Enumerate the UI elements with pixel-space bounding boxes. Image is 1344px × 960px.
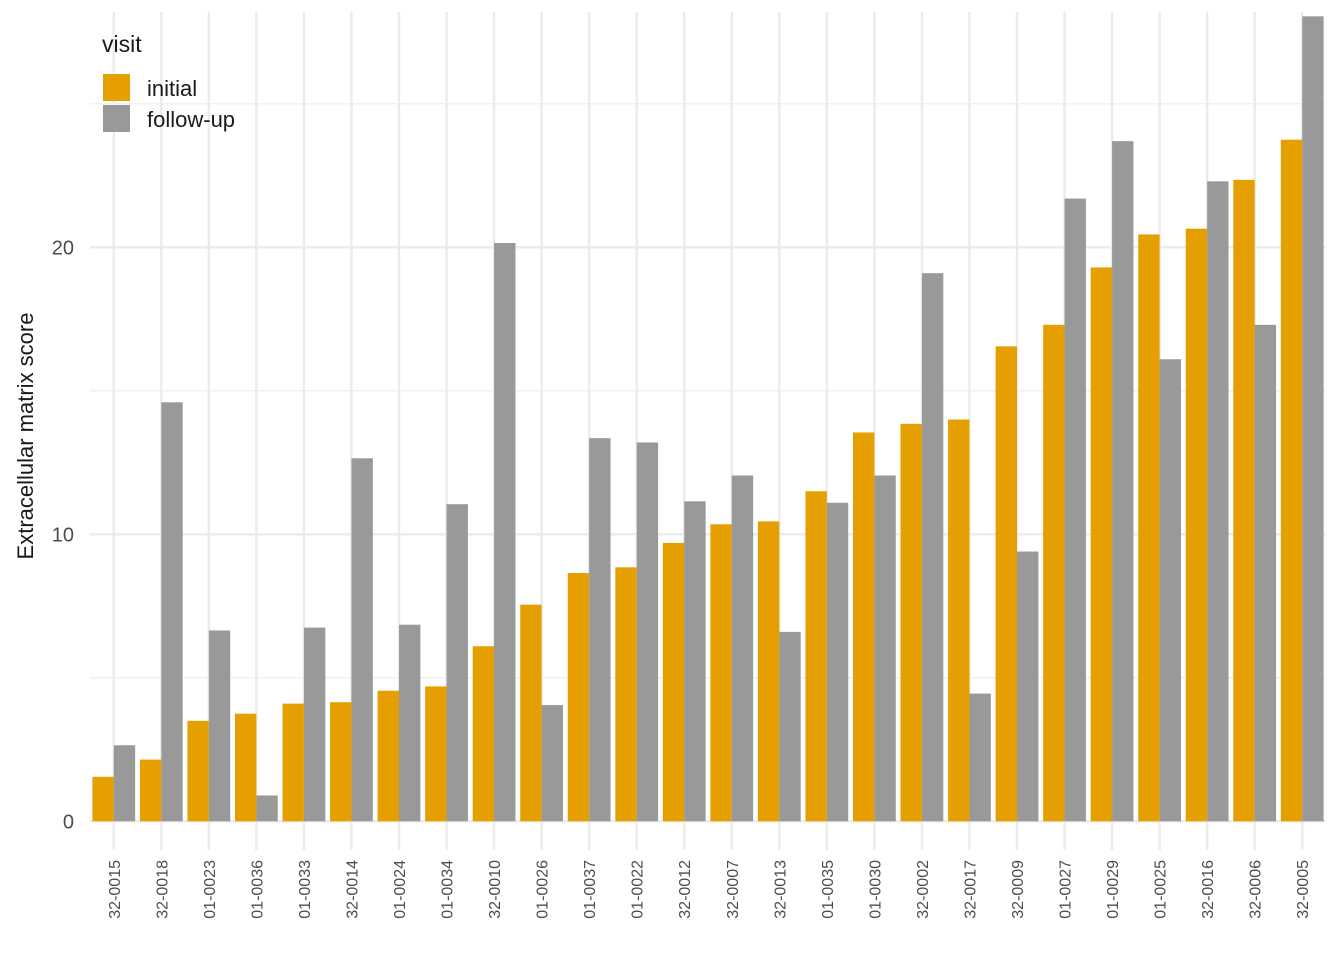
bar-follow-up-01-0036 (256, 795, 278, 822)
bars (92, 16, 1324, 822)
legend-title: visit (102, 31, 142, 57)
bar-follow-up-32-0017 (969, 693, 991, 822)
bar-follow-up-01-0027 (1064, 198, 1086, 822)
legend-swatch-initial (103, 74, 130, 101)
bar-follow-up-01-0029 (1112, 141, 1134, 822)
x-tick-label: 01-0037 (582, 860, 599, 919)
bar-initial-01-0034 (425, 686, 447, 822)
bar-initial-01-0036 (234, 713, 257, 822)
bar-initial-32-0016 (1185, 228, 1208, 822)
bar-follow-up-01-0022 (636, 442, 659, 822)
x-tick-label: 32-0002 (915, 860, 932, 919)
bar-follow-up-32-0007 (731, 475, 754, 822)
bar-follow-up-01-0034 (446, 504, 468, 822)
bar-initial-32-0013 (757, 521, 780, 822)
x-tick-label: 32-0018 (154, 860, 171, 919)
bar-follow-up-01-0030 (874, 475, 896, 822)
bar-follow-up-01-0023 (208, 630, 231, 822)
y-axis-label: Extracellular matrix score (13, 313, 38, 560)
y-tick-label: 0 (63, 811, 74, 833)
bar-follow-up-32-0002 (921, 273, 944, 822)
x-tick-label: 32-0010 (487, 860, 504, 919)
bar-initial-01-0026 (520, 604, 542, 822)
x-axis-ticks: 32-0015 32-0018 01-0023 01-0036 01-0033 32-00… (107, 860, 1312, 919)
bar-follow-up-32-0016 (1207, 181, 1229, 822)
x-tick-label: 01-0030 (867, 860, 884, 919)
bar-follow-up-32-0010 (494, 243, 516, 822)
y-tick-label: 10 (52, 524, 74, 546)
bar-follow-up-32-0012 (684, 501, 706, 822)
bar-initial-01-0025 (1138, 234, 1160, 822)
bar-initial-01-0033 (282, 703, 304, 822)
bar-follow-up-32-0005 (1302, 16, 1324, 822)
bar-follow-up-01-0026 (541, 705, 564, 822)
bar-initial-32-0006 (1233, 179, 1255, 822)
bar-initial-32-0017 (948, 419, 970, 822)
bar-initial-01-0027 (1043, 324, 1065, 822)
x-tick-label: 32-0005 (1295, 860, 1312, 919)
bar-initial-01-0023 (187, 720, 209, 822)
bar-initial-01-0022 (615, 567, 637, 822)
legend-label-initial: initial (147, 76, 197, 101)
x-tick-label: 01-0026 (535, 860, 552, 919)
bar-initial-32-0018 (139, 759, 162, 822)
bar-follow-up-32-0018 (161, 402, 183, 822)
bar-follow-up-32-0006 (1254, 324, 1277, 822)
bar-initial-01-0024 (377, 690, 399, 822)
x-tick-label: 32-0013 (772, 860, 789, 919)
x-tick-label: 01-0022 (630, 860, 647, 919)
bar-follow-up-01-0033 (303, 627, 326, 822)
x-tick-label: 01-0023 (202, 860, 219, 919)
bar-initial-32-0015 (92, 776, 114, 822)
x-tick-label: 01-0025 (1153, 860, 1170, 919)
bar-initial-32-0014 (330, 702, 352, 822)
x-tick-label: 32-0017 (962, 860, 979, 919)
x-tick-label: 01-0035 (820, 860, 837, 919)
x-tick-label: 01-0034 (440, 860, 457, 919)
bar-initial-01-0035 (805, 491, 827, 822)
x-tick-label: 01-0029 (1105, 860, 1122, 919)
x-tick-label: 32-0006 (1248, 860, 1265, 919)
bar-follow-up-01-0035 (826, 502, 849, 822)
bar-follow-up-32-0014 (351, 458, 373, 822)
x-tick-label: 01-0036 (249, 860, 266, 919)
x-tick-label: 32-0016 (1200, 860, 1217, 919)
bar-initial-32-0002 (900, 423, 922, 822)
legend-swatch-follow-up (103, 105, 130, 132)
bar-initial-01-0030 (852, 432, 875, 822)
x-tick-label: 32-0015 (107, 860, 124, 919)
x-tick-label: 01-0033 (297, 860, 314, 919)
bar-initial-32-0010 (472, 646, 495, 822)
bar-initial-32-0005 (1280, 139, 1303, 822)
x-tick-label: 32-0014 (344, 860, 361, 919)
x-tick-label: 01-0024 (392, 860, 409, 919)
bar-follow-up-32-0015 (113, 745, 136, 822)
legend: visit initial follow-up (102, 31, 235, 132)
bar-initial-01-0037 (567, 573, 590, 822)
bar-initial-32-0009 (995, 346, 1017, 822)
bar-follow-up-32-0009 (1017, 551, 1039, 822)
bar-follow-up-32-0013 (779, 631, 801, 822)
bar-follow-up-01-0024 (399, 624, 421, 822)
y-tick-label: 20 (52, 237, 74, 259)
y-axis-ticks: 0 10 20 (52, 237, 74, 833)
bar-follow-up-01-0025 (1159, 359, 1182, 822)
x-tick-label: 32-0012 (677, 860, 694, 919)
bar-follow-up-01-0037 (589, 438, 611, 822)
x-tick-label: 01-0027 (1058, 860, 1075, 919)
bar-initial-32-0007 (710, 524, 732, 822)
bar-initial-01-0029 (1090, 267, 1113, 822)
x-tick-label: 32-0007 (725, 860, 742, 919)
x-tick-label: 32-0009 (1010, 860, 1027, 919)
legend-label-follow-up: follow-up (147, 107, 235, 132)
bar-initial-32-0012 (662, 542, 685, 822)
